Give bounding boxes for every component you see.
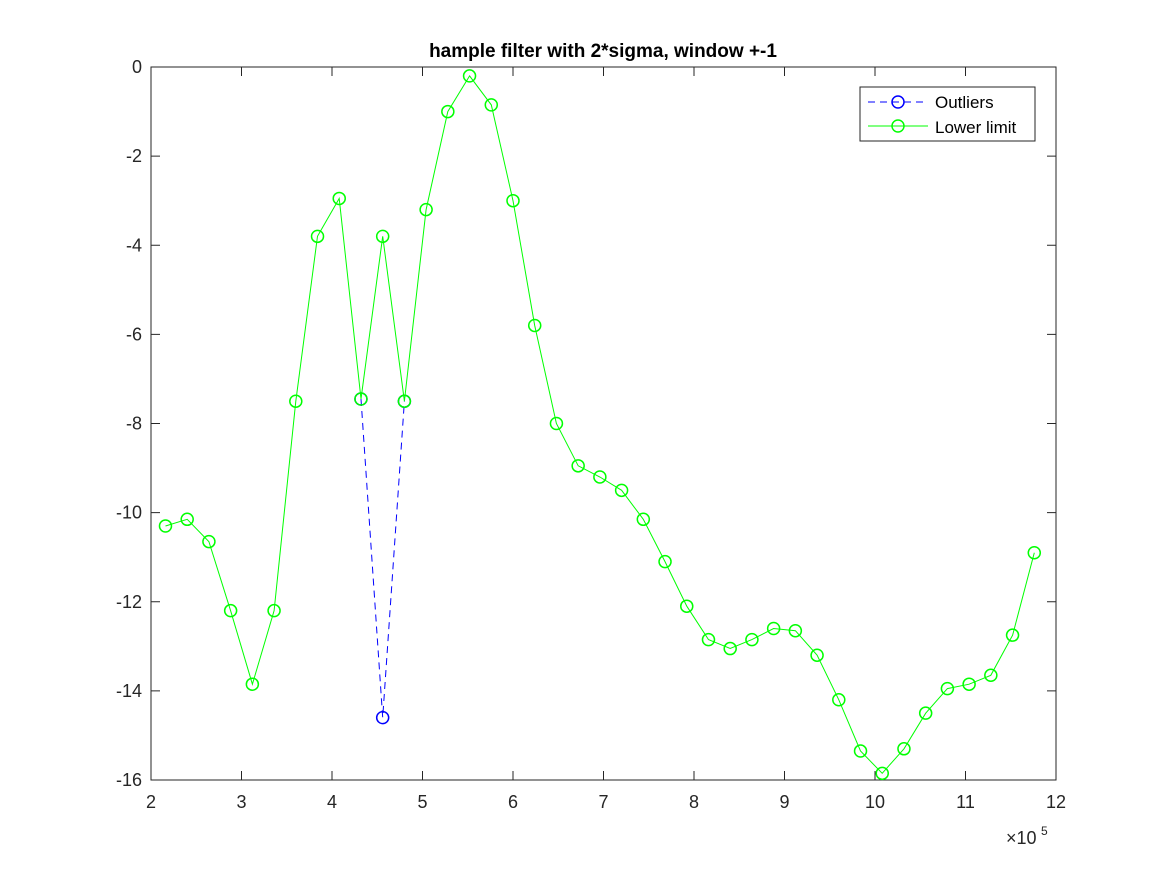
legend-lower-limit-label: Lower limit xyxy=(935,118,1017,137)
legend-outliers-label: Outliers xyxy=(935,93,994,112)
series-1-point xyxy=(180,512,194,527)
series-1-point xyxy=(527,318,542,333)
x-tick-label: 2 xyxy=(146,792,156,812)
series-1-point xyxy=(462,69,477,83)
series-1-point xyxy=(1027,545,1042,560)
series-1-point xyxy=(267,603,281,618)
series-1-point xyxy=(614,483,629,498)
series-1-point xyxy=(810,648,824,662)
chart-title: hample filter with 2*sigma, window +-1 xyxy=(429,41,777,62)
y-axis-ticks: 0 -2 -4 -6 -8 -10 -12 -14 -16 xyxy=(116,57,1056,790)
series-1-point xyxy=(332,191,346,206)
x-axis-exponent: ×10 5 xyxy=(1006,824,1048,848)
y-tick-label: -12 xyxy=(116,592,142,612)
series-1-point xyxy=(723,641,737,656)
series-1-point xyxy=(680,599,694,613)
series-1-point xyxy=(897,742,911,756)
series-layer xyxy=(158,69,1042,781)
series-1-point xyxy=(397,394,412,408)
series-1-point xyxy=(223,603,238,618)
x-tick-label: 6 xyxy=(508,792,518,812)
x-tick-label: 9 xyxy=(779,792,789,812)
series-1-point xyxy=(484,98,499,112)
series-1-point xyxy=(832,693,846,707)
plot-area xyxy=(150,66,1057,781)
x-tick-label: 7 xyxy=(598,792,608,812)
x-tick-label: 10 xyxy=(865,792,885,812)
x-exponent-base: ×10 xyxy=(1006,828,1037,848)
series-1-point xyxy=(202,534,216,549)
series-1-point xyxy=(245,677,260,691)
series-1-point xyxy=(549,416,564,431)
series-0-point xyxy=(375,710,390,725)
legend-lower-limit-marker xyxy=(891,119,905,133)
series-1-point xyxy=(1005,628,1020,642)
series-1-point xyxy=(289,394,303,408)
series-1-point xyxy=(310,229,325,244)
x-exponent-power: 5 xyxy=(1041,824,1048,838)
series-1-point xyxy=(788,623,803,638)
x-tick-label: 12 xyxy=(1046,792,1066,812)
series-1-point xyxy=(506,193,520,208)
series-1-point xyxy=(940,681,955,696)
x-axis-ticks: 2 3 4 5 6 7 8 9 10 11 12 xyxy=(146,67,1066,812)
x-tick-label: 11 xyxy=(956,792,975,812)
legend: Outliers Lower limit xyxy=(859,86,1036,142)
series-1-point xyxy=(984,668,998,683)
y-tick-label: -16 xyxy=(116,770,142,790)
series-1-point xyxy=(658,554,672,569)
y-tick-label: -2 xyxy=(126,146,142,166)
y-tick-label: -14 xyxy=(116,681,142,701)
series-1-point xyxy=(918,706,933,720)
series-1-point xyxy=(766,621,781,636)
series-1-point xyxy=(441,104,455,119)
series-1-point xyxy=(636,512,651,527)
y-tick-label: -10 xyxy=(116,503,142,523)
y-tick-label: -6 xyxy=(126,324,142,344)
series-1-point xyxy=(962,677,976,691)
series-1-point xyxy=(375,229,390,244)
y-tick-label: -4 xyxy=(126,235,142,255)
y-tick-label: 0 xyxy=(132,57,142,77)
x-tick-label: 4 xyxy=(327,792,337,812)
series-line-1 xyxy=(165,75,1035,775)
x-tick-label: 5 xyxy=(417,792,427,812)
x-tick-label: 3 xyxy=(236,792,246,812)
series-1-point xyxy=(701,632,716,647)
series-1-point xyxy=(158,519,173,533)
series-1-point xyxy=(419,202,433,217)
series-line-0 xyxy=(360,398,405,718)
series-1-point xyxy=(875,766,889,781)
x-tick-label: 8 xyxy=(689,792,699,812)
series-1-point xyxy=(571,459,585,473)
legend-box xyxy=(859,86,1036,142)
series-1-point xyxy=(593,470,607,484)
series-1-point xyxy=(853,744,868,758)
series-1-point xyxy=(745,632,759,647)
legend-outliers-marker xyxy=(891,95,905,109)
series-1-point xyxy=(354,392,368,406)
y-tick-label: -8 xyxy=(126,414,142,434)
